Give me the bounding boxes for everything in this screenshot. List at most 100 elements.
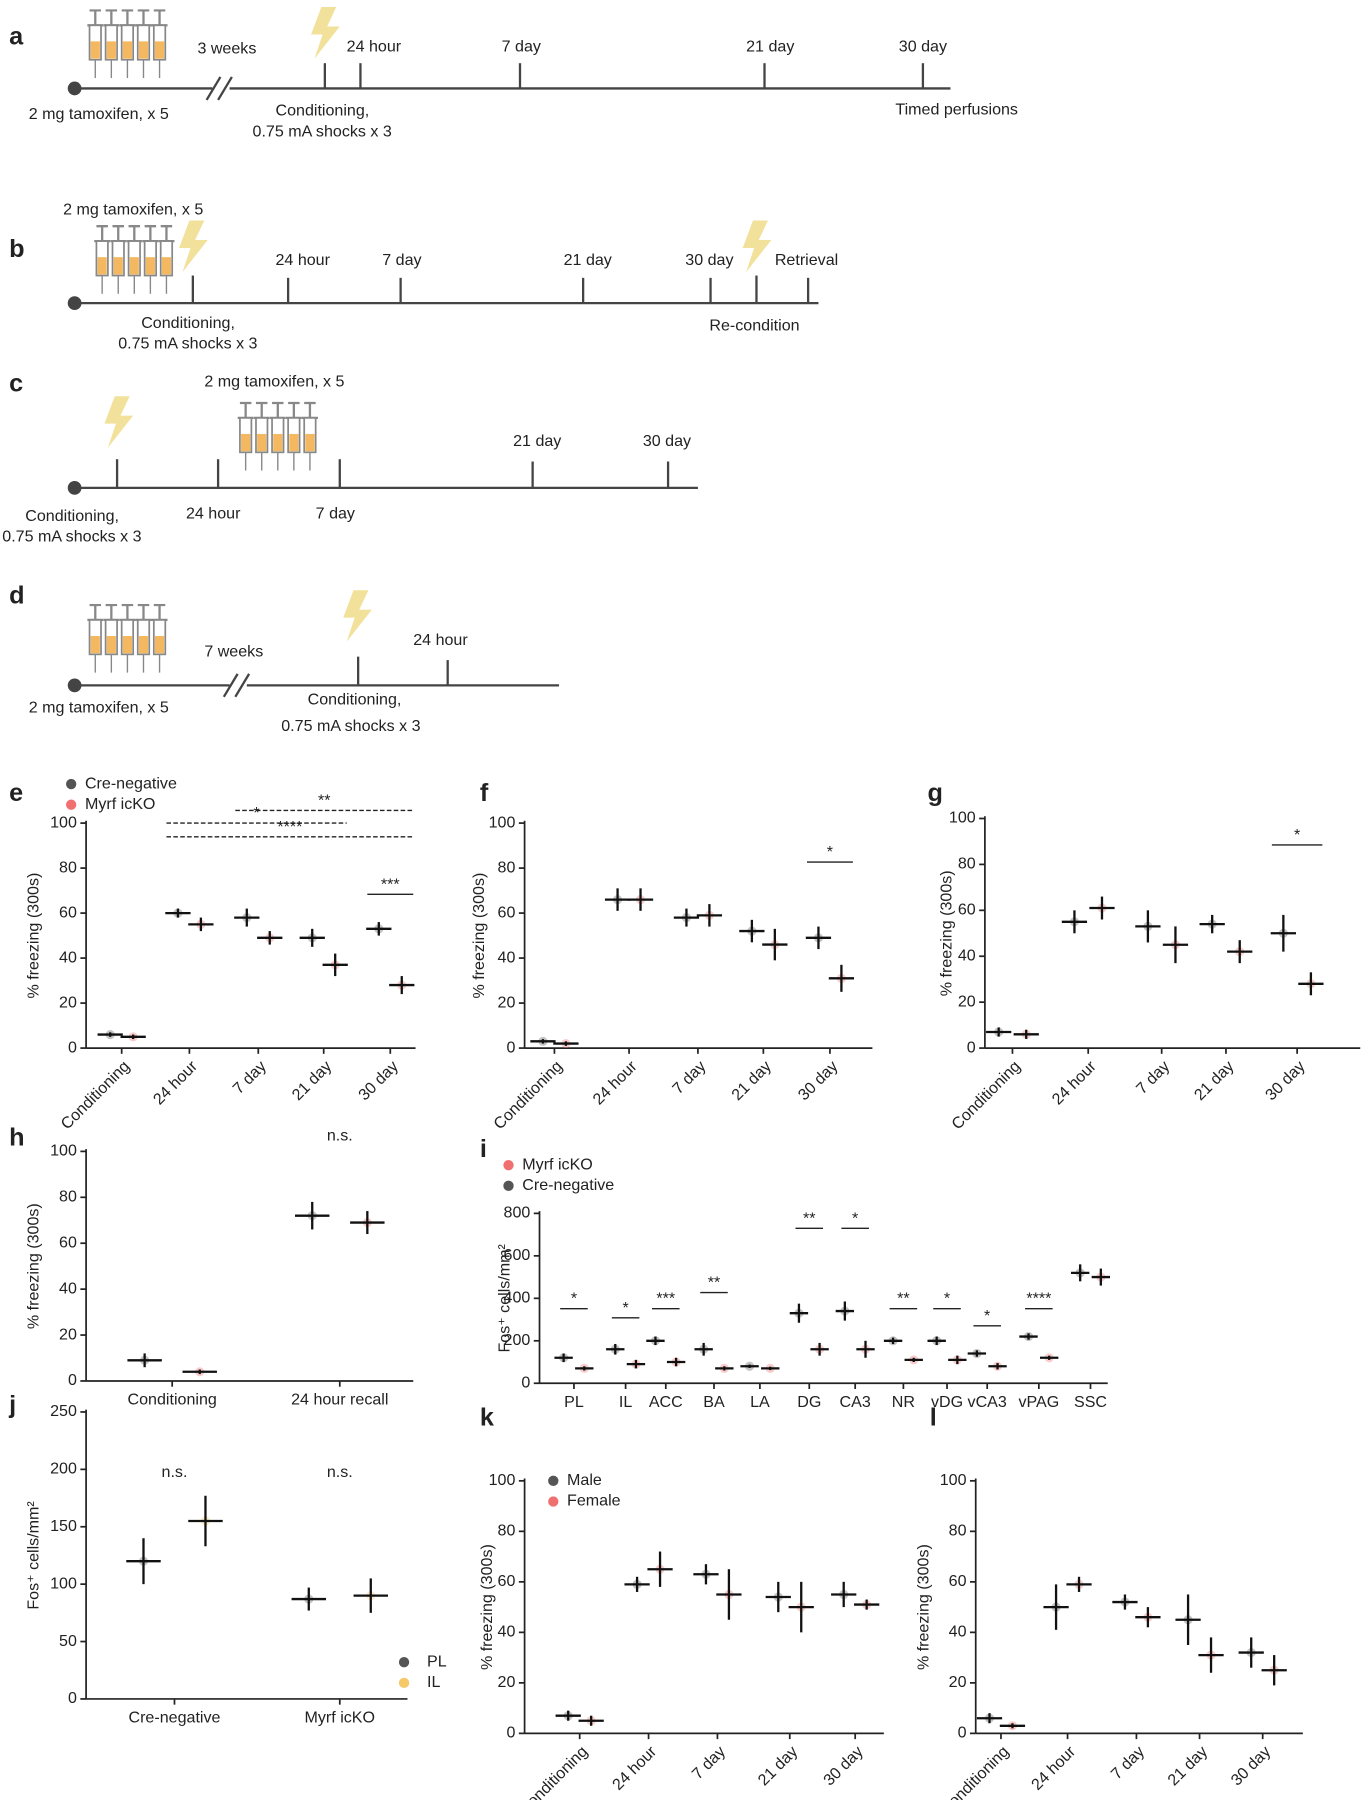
y-tick-label: 100 <box>50 813 77 831</box>
x-tick-label: vPAG <box>1018 1393 1059 1411</box>
legend-label: Female <box>567 1492 621 1510</box>
y-axis-label: % freezing (300s) <box>478 1544 496 1670</box>
panel-letter: l <box>930 1404 937 1432</box>
x-tick-label: 7 day <box>669 1057 710 1098</box>
x-tick-label: Conditioning <box>490 1057 566 1133</box>
y-tick-label: 100 <box>50 1142 77 1160</box>
legend-marker <box>503 1159 514 1171</box>
y-tick-label: 0 <box>967 1038 976 1056</box>
label: Conditioning, <box>308 691 402 709</box>
y-tick-label: 80 <box>59 858 77 876</box>
y-tick-label: 80 <box>498 858 516 876</box>
panel-letter: b <box>9 235 24 263</box>
y-tick-label: 60 <box>59 903 77 921</box>
y-tick-label: 800 <box>504 1204 531 1222</box>
label: 24 hour <box>413 631 468 649</box>
label: 7 day <box>316 505 355 523</box>
legend-label: Cre-negative <box>522 1176 614 1194</box>
y-axis-label: Fos⁺ cells/mm² <box>495 1243 513 1352</box>
y-axis-label: Fos⁺ cells/mm² <box>25 1501 43 1610</box>
significance-label: ** <box>318 792 331 810</box>
x-tick-label: BA <box>703 1393 725 1411</box>
y-tick-label: 20 <box>498 993 516 1011</box>
x-tick-label: Conditioning <box>128 1391 217 1409</box>
label: 0.75 mA shocks x 3 <box>118 335 257 353</box>
significance-label: ** <box>803 1209 816 1227</box>
label: 21 day <box>564 251 612 269</box>
y-tick-label: 0 <box>68 1689 77 1707</box>
y-tick-label: 400 <box>504 1289 531 1307</box>
x-tick-label: 21 day <box>1164 1743 1211 1790</box>
x-tick-label: 7 day <box>229 1057 270 1098</box>
y-tick-label: 100 <box>50 1574 77 1592</box>
y-tick-label: 40 <box>59 1279 77 1297</box>
x-tick-label: 30 day <box>820 1743 867 1790</box>
significance-label: *** <box>381 875 400 893</box>
legend-label: Myrf icKO <box>522 1155 593 1173</box>
y-tick-label: 20 <box>498 1673 516 1691</box>
y-tick-label: 0 <box>68 1371 77 1389</box>
x-tick-label: LA <box>750 1393 770 1411</box>
x-tick-label: PL <box>564 1393 584 1411</box>
x-tick-label: 21 day <box>754 1743 801 1790</box>
x-tick-label: CA3 <box>840 1393 871 1411</box>
y-tick-label: 200 <box>504 1331 531 1349</box>
significance-label: n.s. <box>327 1463 353 1481</box>
significance-label: ** <box>708 1274 721 1292</box>
y-tick-label: 0 <box>68 1038 77 1056</box>
y-tick-label: 20 <box>949 1673 967 1691</box>
x-tick-label: Conditioning <box>57 1057 133 1133</box>
timelines: a 2 mg tamoxifen, x 5 3 weeks 24 hour 7 … <box>2 6 1018 735</box>
x-tick-label: Myrf icKO <box>305 1709 376 1727</box>
y-tick-label: 60 <box>498 1572 516 1590</box>
significance-label: * <box>571 1290 577 1308</box>
y-tick-label: 100 <box>489 1471 516 1489</box>
legend-marker <box>548 1496 559 1507</box>
label: 21 day <box>513 432 561 450</box>
label: 24 hour <box>186 505 241 523</box>
x-tick-label: 7 day <box>1107 1743 1148 1784</box>
y-tick-label: 40 <box>498 1623 516 1641</box>
significance-label: * <box>1294 826 1300 844</box>
y-tick-label: 200 <box>50 1460 77 1478</box>
label: 7 weeks <box>204 642 263 660</box>
panel-letter: a <box>9 23 24 51</box>
x-tick-label: 24 hour <box>1049 1057 1101 1109</box>
x-tick-label: 30 day <box>795 1057 842 1104</box>
label: 0.75 mA shocks x 3 <box>253 122 392 140</box>
label: 3 weeks <box>197 40 256 58</box>
significance-label: * <box>984 1307 990 1325</box>
label: Conditioning, <box>25 507 119 525</box>
x-tick-label: vCA3 <box>968 1393 1007 1411</box>
x-tick-label: 21 day <box>1191 1057 1238 1104</box>
y-tick-label: 0 <box>506 1038 515 1056</box>
x-tick-label: 30 day <box>1227 1743 1274 1790</box>
legend-marker <box>398 1677 410 1689</box>
significance-label: * <box>827 843 833 861</box>
y-tick-label: 60 <box>949 1572 967 1590</box>
x-tick-label: Conditioning <box>948 1057 1024 1133</box>
legend-marker <box>503 1180 514 1191</box>
x-tick-label: 30 day <box>355 1057 402 1104</box>
y-tick-label: 80 <box>498 1522 516 1540</box>
significance-label: * <box>944 1290 950 1308</box>
x-tick-label: ACC <box>649 1393 683 1411</box>
legend-label: IL <box>427 1673 440 1691</box>
significance-label: ** <box>897 1290 910 1308</box>
x-tick-label: 21 day <box>288 1057 335 1104</box>
label: 7 day <box>382 251 421 269</box>
y-tick-label: 80 <box>958 855 976 873</box>
x-tick-label: 24 hour recall <box>291 1391 388 1409</box>
panel-letter: i <box>480 1135 487 1163</box>
x-tick-label: 24 hour <box>609 1742 661 1794</box>
label: 24 hour <box>347 37 402 55</box>
y-tick-label: 600 <box>504 1246 531 1264</box>
label: 24 hour <box>275 251 330 269</box>
label: Conditioning, <box>275 102 369 120</box>
label: 2 mg tamoxifen, x 5 <box>204 373 344 391</box>
label: 30 day <box>685 251 733 269</box>
y-tick-label: 40 <box>498 948 516 966</box>
y-axis-label: % freezing (300s) <box>25 1203 43 1329</box>
y-tick-label: 80 <box>949 1522 967 1540</box>
